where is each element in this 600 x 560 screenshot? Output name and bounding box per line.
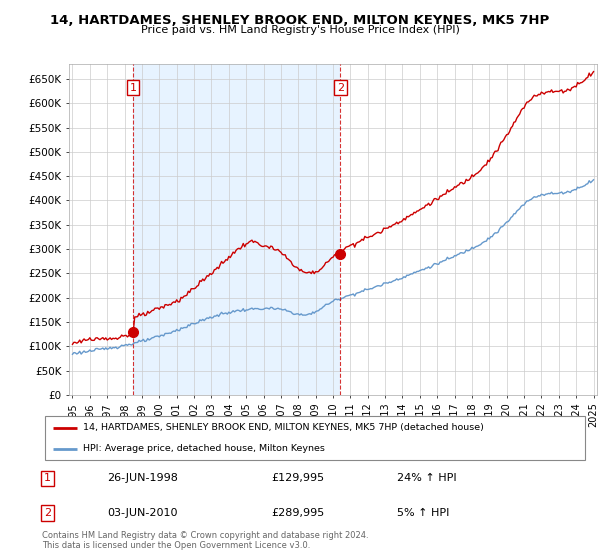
Text: £129,995: £129,995 <box>271 473 325 483</box>
Text: 2: 2 <box>44 508 51 518</box>
Text: 14, HARTDAMES, SHENLEY BROOK END, MILTON KEYNES, MK5 7HP: 14, HARTDAMES, SHENLEY BROOK END, MILTON… <box>50 14 550 27</box>
Text: 24% ↑ HPI: 24% ↑ HPI <box>397 473 457 483</box>
Text: HPI: Average price, detached house, Milton Keynes: HPI: Average price, detached house, Milt… <box>83 444 325 453</box>
Text: £289,995: £289,995 <box>271 508 325 518</box>
Text: 26-JUN-1998: 26-JUN-1998 <box>107 473 178 483</box>
FancyBboxPatch shape <box>45 416 585 460</box>
Text: Price paid vs. HM Land Registry's House Price Index (HPI): Price paid vs. HM Land Registry's House … <box>140 25 460 35</box>
Text: Contains HM Land Registry data © Crown copyright and database right 2024.
This d: Contains HM Land Registry data © Crown c… <box>42 531 368 550</box>
Text: 5% ↑ HPI: 5% ↑ HPI <box>397 508 449 518</box>
Text: 2: 2 <box>337 82 344 92</box>
Text: 1: 1 <box>130 82 137 92</box>
Bar <box>133 64 340 395</box>
Text: 03-JUN-2010: 03-JUN-2010 <box>107 508 178 518</box>
Text: 1: 1 <box>44 473 51 483</box>
Text: 14, HARTDAMES, SHENLEY BROOK END, MILTON KEYNES, MK5 7HP (detached house): 14, HARTDAMES, SHENLEY BROOK END, MILTON… <box>83 423 484 432</box>
